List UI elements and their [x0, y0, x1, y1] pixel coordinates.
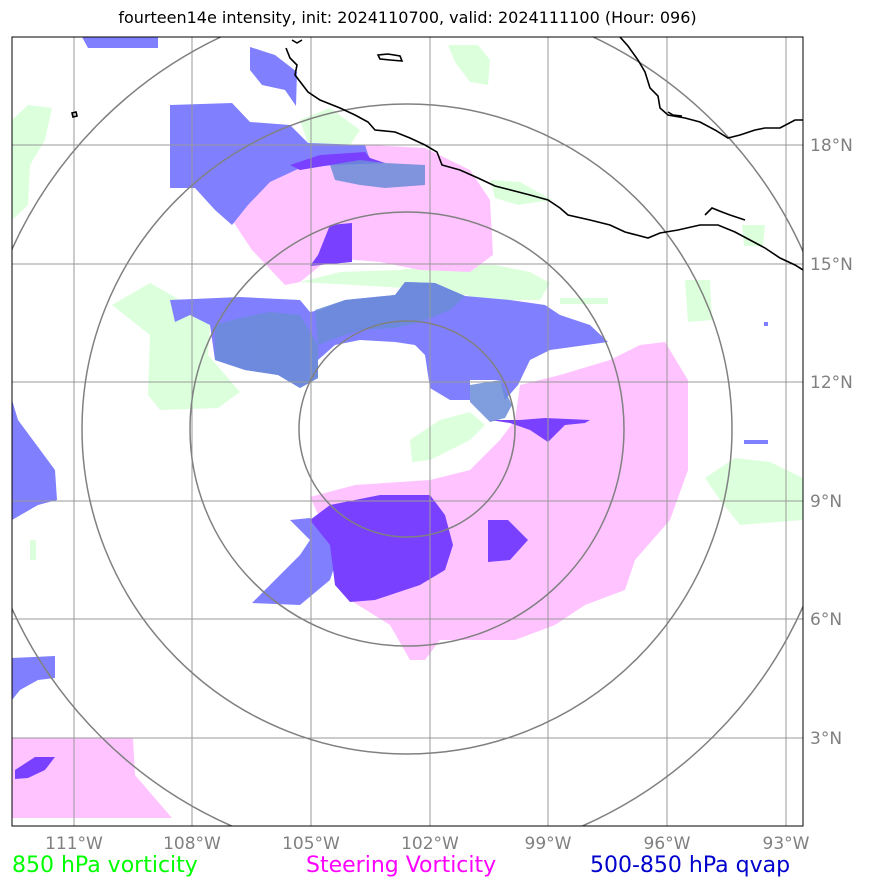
vort850-area	[448, 45, 490, 85]
lat-tick-label: 18°N	[810, 136, 853, 156]
legend-qvap: 500-850 hPa qvap	[590, 853, 791, 878]
range-rings	[12, 37, 803, 826]
vort850-area	[742, 225, 765, 246]
lon-axis: 111°W 108°W 105°W 102°W 99°W 96°W 93°W	[45, 834, 810, 854]
legend-steering-vorticity: Steering Vorticity	[306, 853, 497, 878]
overlap-layer	[15, 152, 590, 779]
overlap-area	[488, 520, 528, 562]
blend-area	[215, 312, 318, 388]
legend-850-vorticity: 850 hPa vorticity	[12, 853, 198, 878]
blend-area	[330, 160, 425, 188]
island	[376, 53, 404, 62]
vort850-area	[300, 265, 550, 300]
coastline-north	[619, 37, 803, 139]
lat-tick-label: 9°N	[810, 492, 842, 512]
qvap-area	[12, 400, 57, 520]
lat-tick-label: 3°N	[810, 729, 842, 749]
plot-frame	[11, 36, 804, 827]
qvap-area	[744, 440, 768, 444]
coastline	[71, 37, 803, 271]
coastline-mainland	[285, 47, 803, 271]
lon-tick-label: 102°W	[401, 834, 459, 854]
qvap-area	[764, 322, 768, 326]
range-ring	[189, 211, 625, 647]
overlap-area	[310, 495, 453, 602]
qvap-area	[252, 518, 340, 605]
coastline-bay	[704, 207, 746, 221]
lon-tick-label: 93°W	[763, 834, 810, 854]
lat-tick-label: 12°N	[810, 373, 853, 393]
vort850-area	[30, 540, 36, 560]
vort850-area	[685, 280, 712, 322]
vort850-area	[12, 105, 52, 220]
lat-axis: 18°N 15°N 12°N 9°N 6°N 3°N	[810, 136, 853, 749]
island	[71, 111, 78, 118]
coastline-islet	[667, 111, 683, 117]
vort850-area	[410, 412, 485, 462]
coastline-islet	[291, 39, 303, 44]
vort850-area	[560, 298, 608, 304]
range-ring	[298, 320, 516, 538]
lon-tick-label: 96°W	[644, 834, 691, 854]
lat-tick-label: 15°N	[810, 255, 853, 275]
lon-tick-label: 99°W	[525, 834, 572, 854]
range-ring	[81, 103, 733, 755]
lon-tick-label: 108°W	[163, 834, 221, 854]
vort850-area	[112, 283, 240, 410]
lon-tick-label: 105°W	[282, 834, 340, 854]
lat-tick-label: 6°N	[810, 610, 842, 630]
qvap-area	[170, 103, 385, 225]
map-title: fourteen14e intensity, init: 2024110700,…	[118, 8, 697, 27]
qvap-area	[250, 47, 297, 106]
overlap-area	[290, 152, 385, 170]
lon-tick-label: 111°W	[45, 834, 103, 854]
overlap-area	[15, 757, 55, 779]
qvap-steering-blend	[215, 160, 512, 422]
blend-area	[470, 380, 512, 422]
qvap-area	[82, 37, 158, 48]
blend-area	[315, 282, 465, 345]
overlap-area	[310, 223, 352, 266]
steering-area	[232, 145, 493, 285]
vort850-layer	[12, 45, 803, 560]
